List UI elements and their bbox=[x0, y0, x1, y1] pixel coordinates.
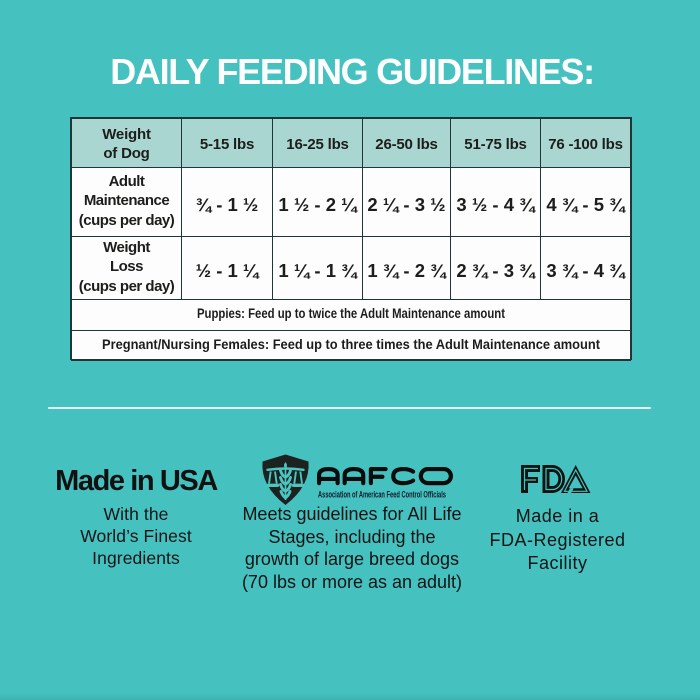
svg-text:Association of American Feed C: Association of American Feed Control Off… bbox=[318, 490, 446, 500]
